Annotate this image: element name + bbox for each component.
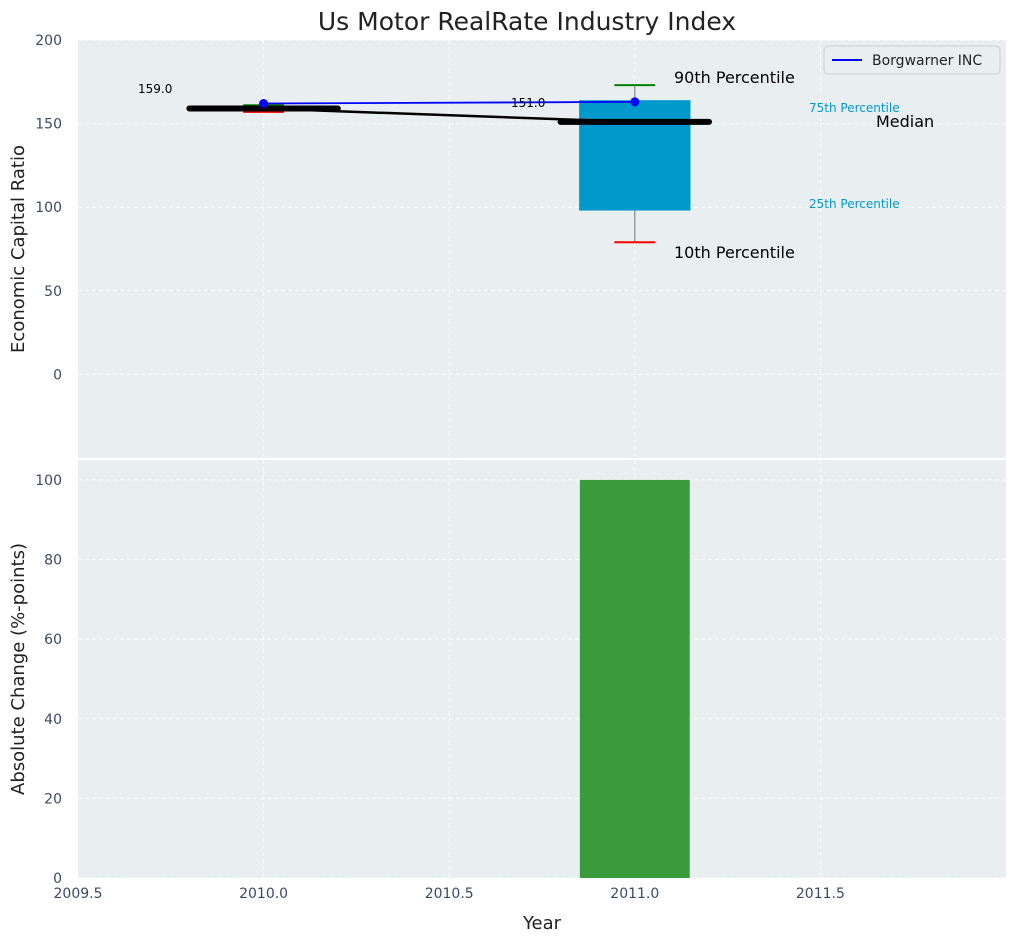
p25-annotation: 25th Percentile bbox=[809, 197, 900, 211]
legend-box bbox=[823, 45, 1001, 75]
series-point-borgwarner bbox=[259, 99, 269, 109]
tick-labels: 2009.5 2010.0 2010.5 2011.0 2011.5 0 50 100 150 2… bbox=[35, 33, 845, 902]
series-line-borgwarner bbox=[263, 100, 635, 105]
bottom-y-tick-label: 100 bbox=[35, 473, 62, 489]
bottom-y-tick-label: 60 bbox=[44, 632, 62, 648]
top-y-tick-label: 50 bbox=[44, 284, 62, 300]
series-point-borgwarner bbox=[630, 97, 640, 107]
iqr-box bbox=[579, 100, 691, 211]
top-y-tick-label: 100 bbox=[35, 200, 62, 216]
bottom-y-tick-label: 0 bbox=[53, 871, 62, 887]
bottom-y-axis-label: Absolute Change (%-points) bbox=[8, 543, 29, 795]
median-label-2010: 159.0 bbox=[138, 82, 172, 96]
x-tick-label: 2011.0 bbox=[610, 886, 659, 902]
legend: Borgwarner INC bbox=[823, 45, 1001, 75]
x-axis-label: Year bbox=[522, 913, 562, 934]
median-label-2011: 151.0 bbox=[511, 96, 545, 110]
chart-title: Us Motor RealRate Industry Index bbox=[318, 7, 736, 36]
chart-marks bbox=[186, 84, 713, 878]
median-annotation: Median bbox=[876, 112, 934, 131]
change-bar bbox=[579, 479, 690, 878]
median-trend-line bbox=[263, 107, 635, 124]
grid-lines bbox=[78, 39, 1006, 879]
bottom-y-tick-label: 40 bbox=[44, 712, 62, 728]
top-y-tick-label: 0 bbox=[53, 367, 62, 383]
bottom-y-tick-label: 80 bbox=[44, 553, 62, 569]
legend-label-borgwarner: Borgwarner INC bbox=[872, 53, 982, 69]
p10-annotation: 10th Percentile bbox=[674, 243, 795, 262]
p75-annotation: 75th Percentile bbox=[809, 101, 900, 115]
x-tick-label: 2009.5 bbox=[54, 886, 103, 902]
bottom-panel-background bbox=[78, 460, 1006, 878]
p90-annotation: 90th Percentile bbox=[674, 68, 795, 87]
top-y-tick-label: 150 bbox=[35, 117, 62, 133]
top-y-axis-label: Economic Capital Ratio bbox=[8, 145, 29, 353]
x-tick-label: 2010.0 bbox=[239, 886, 288, 902]
top-y-tick-label: 200 bbox=[35, 33, 62, 49]
bottom-y-tick-label: 20 bbox=[44, 791, 62, 807]
x-tick-label: 2010.5 bbox=[425, 886, 474, 902]
x-tick-label: 2011.5 bbox=[796, 886, 845, 902]
